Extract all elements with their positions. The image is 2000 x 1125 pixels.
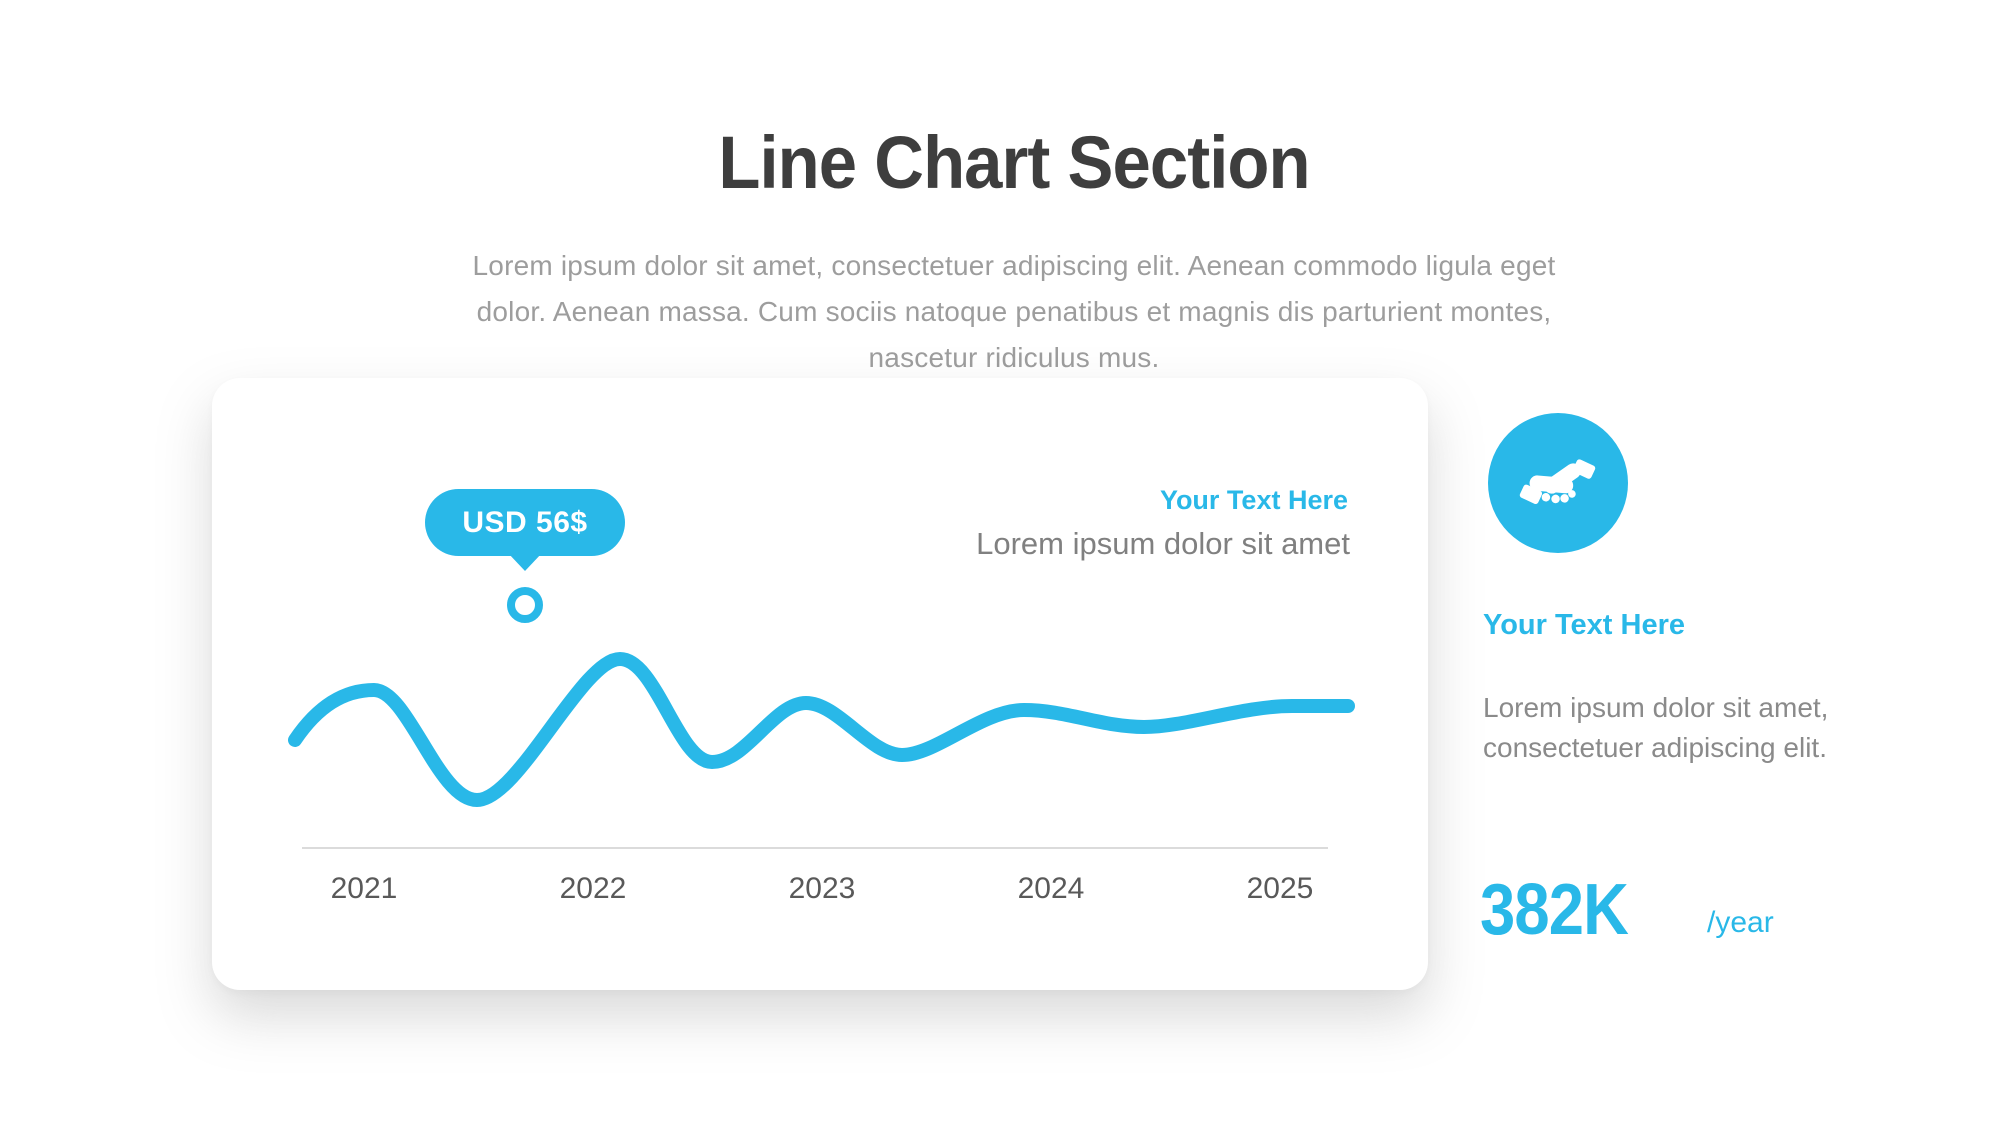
line-series <box>288 651 1355 808</box>
side-panel-body: Lorem ipsum dolor sit amet, consectetuer… <box>1483 688 1828 768</box>
icon-badge <box>1488 413 1628 553</box>
description-line: Lorem ipsum dolor sit amet, consectetuer… <box>472 250 1556 281</box>
x-axis-tick-label: 2024 <box>1017 872 1085 905</box>
description-line: nascetur ridiculus mus. <box>868 342 1160 373</box>
x-axis-tick-label: 2022 <box>559 872 627 905</box>
x-axis-tick-label: 2021 <box>330 872 398 905</box>
stat-value: 382K <box>1480 870 1629 950</box>
side-panel-heading: Your Text Here <box>1483 609 1685 641</box>
tooltip-pointer-icon <box>508 553 542 571</box>
card-subheading: Lorem ipsum dolor sit amet <box>976 526 1350 561</box>
data-point-marker <box>507 587 543 623</box>
value-tooltip: USD 56$ <box>425 489 625 556</box>
description-line: dolor. Aenean massa. Cum sociis natoque … <box>476 296 1552 327</box>
handshake-icon <box>1519 459 1596 505</box>
x-axis-line <box>302 847 1328 849</box>
line-chart <box>288 651 1355 808</box>
card-heading: Your Text Here <box>1159 485 1348 515</box>
x-axis-tick-label: 2025 <box>1246 872 1314 905</box>
stat-unit: /year <box>1707 906 1774 939</box>
page-title: Line Chart Section <box>718 121 1310 204</box>
x-axis-tick-label: 2023 <box>788 872 856 905</box>
side-panel-body-line: Lorem ipsum dolor sit amet, <box>1483 692 1829 723</box>
page-description: Lorem ipsum dolor sit amet, consectetuer… <box>350 243 1678 381</box>
side-panel-body-line: consectetuer adipiscing elit. <box>1483 732 1827 763</box>
chart-card <box>212 378 1428 990</box>
